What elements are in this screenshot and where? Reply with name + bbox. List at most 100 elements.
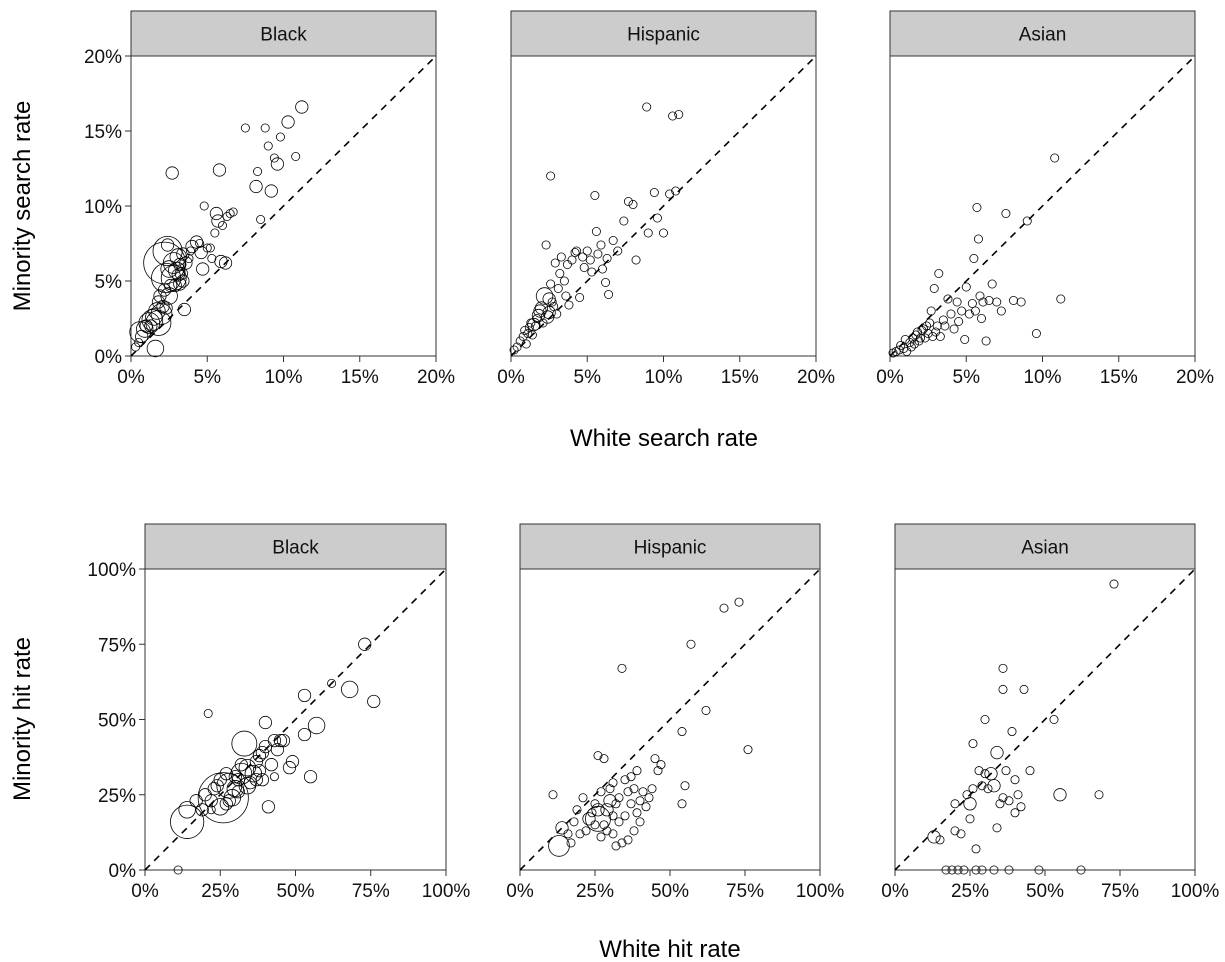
data-point [550, 258, 560, 268]
x-tick-label: 50% [276, 881, 314, 902]
data-point [575, 829, 585, 839]
data-point [973, 234, 983, 244]
data-point [260, 123, 270, 133]
data-point [953, 865, 963, 875]
data-point [686, 639, 696, 649]
data-point [935, 331, 945, 341]
x-tick-label: 0% [876, 367, 904, 388]
data-point [556, 252, 566, 262]
search-rate-row: Black 0% 5% 10% 15% 20% 0% 5% 10% 15% 20% Hispanic 0… [84, 10, 1214, 388]
data-point [562, 259, 572, 269]
data-point [572, 805, 582, 815]
data-point [275, 132, 285, 142]
data-point [1056, 294, 1066, 304]
panel-search-black: Black 0% 5% 10% 15% 20% 0% 5% 10% 15% 20% [84, 10, 455, 388]
facet-strip-label-asian: Asian [1021, 538, 1069, 559]
data-point [626, 799, 636, 809]
data-point [195, 238, 205, 248]
data-point [611, 841, 621, 851]
data-point [605, 784, 615, 794]
data-point [276, 733, 291, 748]
data-point [509, 345, 519, 355]
data-point [928, 331, 938, 341]
data-point [534, 301, 549, 315]
hit-rate-y-axis-title: Minority hit rate [9, 637, 36, 801]
data-point [996, 306, 1006, 316]
x-tick-label: 10% [1023, 367, 1061, 388]
facet-strip-label-asian: Asian [1019, 25, 1067, 46]
data-point [553, 283, 563, 293]
data-point [358, 637, 372, 651]
data-point [146, 339, 165, 358]
data-point [977, 865, 987, 875]
data-point [173, 257, 187, 272]
data-point [968, 784, 978, 794]
data-point [947, 865, 957, 875]
data-point [512, 342, 522, 352]
data-point [963, 797, 977, 811]
x-tick-label: 25% [201, 881, 239, 902]
panel-hit-asian: Asian 0% 25% 50% 75% 100% [881, 523, 1219, 902]
data-point [620, 775, 630, 785]
data-point [591, 226, 601, 236]
data-point [164, 278, 178, 293]
data-point [252, 749, 266, 763]
data-point [611, 799, 621, 809]
data-point [934, 268, 944, 278]
data-point [559, 276, 569, 286]
data-point [570, 247, 580, 257]
data-point [617, 838, 627, 848]
data-point [629, 784, 639, 794]
data-point [541, 240, 551, 250]
data-point [591, 803, 605, 817]
data-point [647, 784, 657, 794]
data-point [1001, 766, 1011, 776]
data-point [954, 316, 964, 326]
data-point [643, 228, 653, 238]
data-point [632, 766, 642, 776]
data-point [548, 835, 570, 857]
reference-line-y-equals-x [130, 55, 437, 357]
data-point [652, 213, 662, 223]
data-point [617, 663, 627, 673]
data-point [1004, 796, 1014, 806]
data-point [932, 321, 942, 331]
data-point [270, 157, 284, 171]
data-point [566, 838, 576, 848]
data-point [211, 214, 225, 228]
data-point [990, 746, 1004, 760]
data-point [297, 727, 312, 742]
x-tick-label: 0% [881, 881, 909, 902]
data-point [249, 773, 263, 787]
data-point [563, 829, 573, 839]
data-point [987, 779, 1001, 793]
data-point [1010, 775, 1020, 785]
data-point [950, 826, 960, 836]
data-point [998, 684, 1008, 694]
data-point [649, 187, 659, 197]
data-point [261, 800, 276, 814]
data-point [628, 199, 638, 209]
data-point [650, 754, 660, 764]
data-point [677, 799, 687, 809]
data-point [975, 291, 985, 301]
data-point [285, 755, 300, 769]
data-point [152, 235, 183, 266]
y-tick-label: 50% [98, 711, 136, 732]
data-point [995, 799, 1005, 809]
data-point [925, 318, 935, 328]
data-point [1025, 766, 1035, 776]
data-point [1034, 865, 1044, 875]
data-point [1076, 865, 1086, 875]
data-point [602, 253, 612, 263]
facet-strip-label-hispanic: Hispanic [634, 538, 707, 559]
data-point [569, 817, 579, 827]
data-point [638, 787, 648, 797]
search-rate-x-axis-title: White search rate [570, 425, 758, 452]
x-tick-label: 15% [1100, 367, 1138, 388]
panel-search-asian: Asian 0% 5% 10% 15% 20% [876, 10, 1214, 388]
data-point [653, 766, 663, 776]
y-tick-label: 10% [84, 197, 122, 218]
data-point [916, 333, 926, 343]
